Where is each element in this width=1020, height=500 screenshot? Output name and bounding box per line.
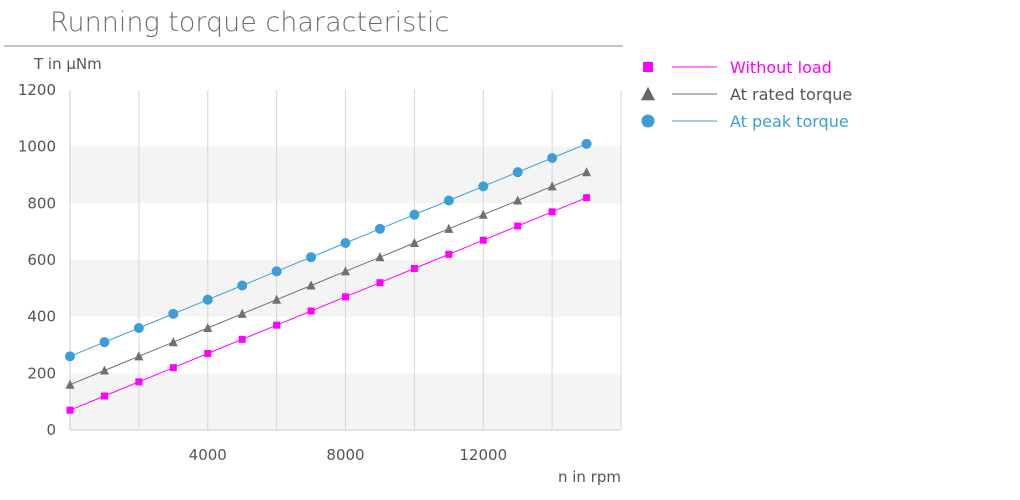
data-point [169,364,177,372]
data-point [238,335,246,343]
data-point [376,279,384,287]
data-point [410,265,418,272]
data-point [443,195,454,206]
legend-item: At peak torque [641,112,849,131]
legend-marker [641,86,655,101]
legend-label: At peak torque [730,112,849,131]
legend-label: At rated torque [730,85,852,104]
y-tick-label: 0 [46,421,56,439]
series-line [69,171,587,386]
data-point [409,237,419,248]
series-circle [65,138,592,362]
series-square [66,194,591,414]
data-point [202,294,213,305]
data-point [478,181,489,192]
data-point [306,280,316,290]
data-point [273,321,281,329]
y-axis-title: T in µNm [33,55,102,73]
data-point [272,294,282,304]
data-point [581,138,592,149]
data-point [65,351,75,362]
data-point [512,167,523,178]
data-point [168,308,179,319]
legend-item: At rated torque [641,85,852,104]
y-tick-label: 1000 [18,138,56,156]
y-tick-label: 400 [27,308,56,326]
y-tick-label: 600 [27,251,56,269]
data-point [204,350,212,357]
data-point [582,167,592,177]
y-tick-label: 800 [27,194,56,212]
series-line [69,143,587,357]
data-point [547,181,557,191]
data-point [513,195,523,205]
data-point [583,194,591,202]
data-point [479,236,487,244]
x-tick-label: 8000 [326,446,364,464]
data-point [306,252,317,263]
data-point [444,223,454,233]
data-point [99,337,110,348]
data-point [134,351,144,361]
data-point [168,337,178,347]
legend-marker [643,62,653,72]
legend-label: Without load [730,58,832,77]
data-point [237,308,247,318]
data-point [307,307,315,315]
data-point [445,250,453,258]
data-point [514,222,522,230]
data-point [66,406,74,414]
series-triangle [65,167,592,389]
legend-marker [641,114,655,128]
chart-title: Running torque characteristic [50,7,449,38]
data-point [100,392,108,400]
data-point [340,238,351,248]
x-tick-label: 4000 [189,446,227,464]
data-point [341,266,350,276]
series-line [69,197,587,411]
data-point [374,223,385,234]
data-point [409,209,420,220]
x-tick-labels: 4000 8000 12000 [189,446,507,464]
data-point [548,208,556,216]
data-point [478,209,488,219]
x-axis-title: n in rpm [558,468,621,486]
data-point [342,293,349,301]
vertical-gridlines [138,90,622,430]
data-point [203,322,213,333]
axes [69,90,621,431]
data-point [375,252,385,262]
data-point [133,323,144,333]
series-group [65,138,592,414]
y-tick-labels: 0 200 400 600 800 1000 1200 [18,81,56,439]
x-tick-label: 12000 [459,446,507,464]
data-point [135,378,143,386]
data-point [547,153,558,163]
legend-item: Without load [643,58,832,77]
data-point [99,365,109,375]
data-point [271,266,282,277]
legend: Without load At rated torque At peak torqu… [641,58,852,131]
data-point [65,379,75,389]
y-tick-label: 1200 [18,81,56,99]
y-tick-label: 200 [27,364,56,382]
data-point [237,280,248,291]
